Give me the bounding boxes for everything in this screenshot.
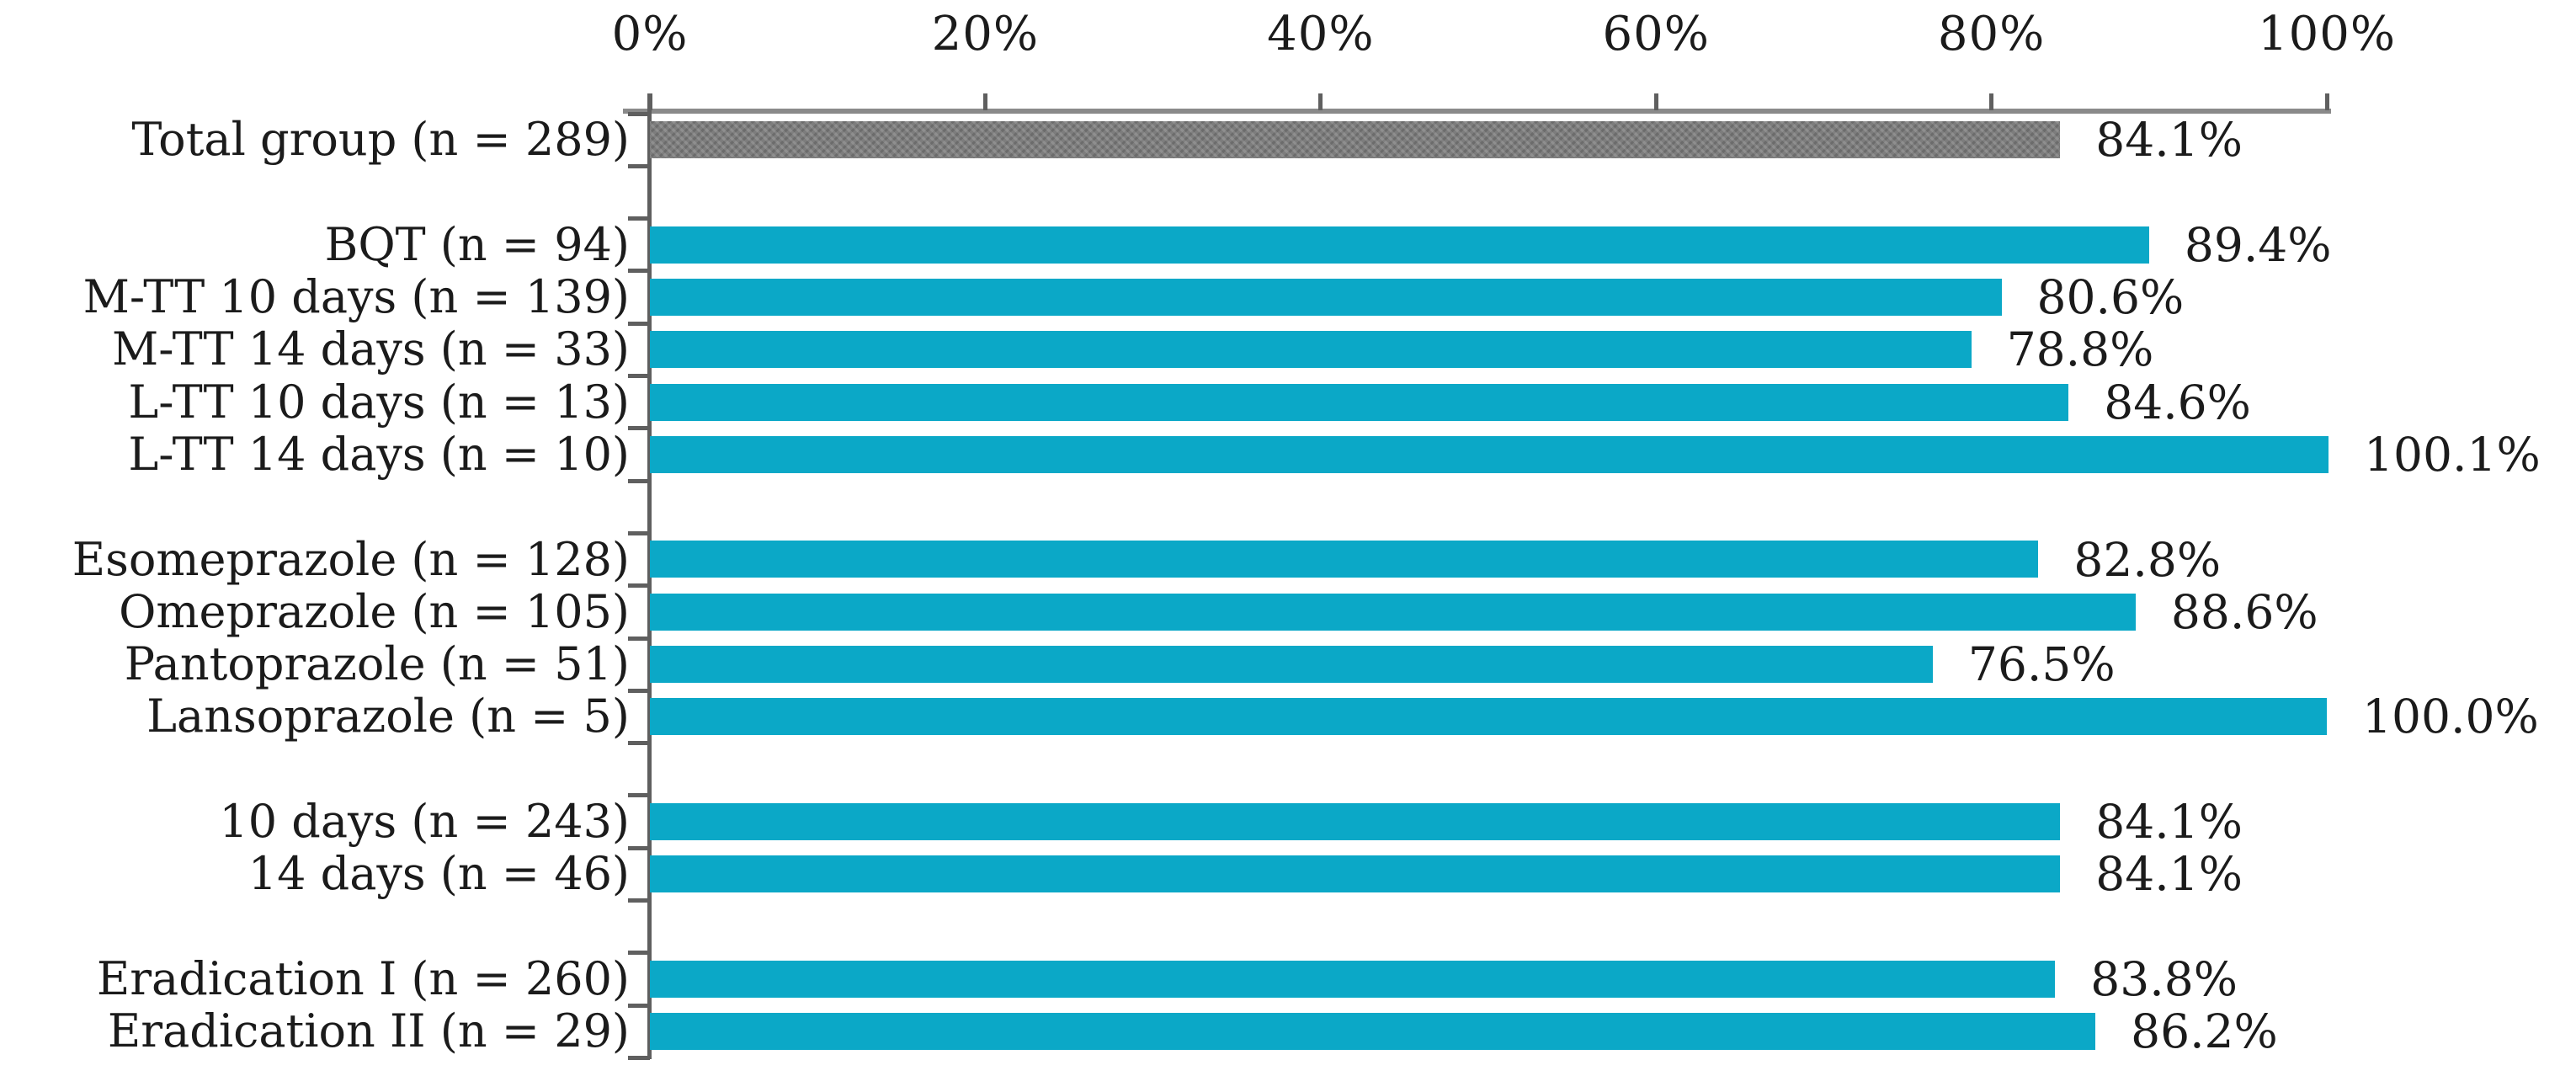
bar [650, 383, 2069, 421]
y-axis-tick [628, 845, 650, 850]
value-label: 89.4% [2184, 217, 2332, 272]
y-axis-tick [628, 898, 650, 903]
value-label: 84.6% [2104, 375, 2251, 429]
x-axis-line [623, 109, 2331, 114]
bar [650, 593, 2136, 631]
y-axis-tick [628, 951, 650, 956]
y-axis-tick [628, 111, 650, 116]
value-label: 86.2% [2131, 1004, 2278, 1059]
category-label: M-TT 14 days (n = 33) [111, 322, 630, 376]
bar [650, 331, 1972, 369]
value-label: 84.1% [2095, 795, 2243, 850]
x-axis-tick-label: 60% [1602, 7, 1710, 61]
y-axis-tick [628, 426, 650, 431]
y-axis-tick [628, 1003, 650, 1008]
x-axis-tick-label: 20% [931, 7, 1040, 61]
value-label: 76.5% [1967, 637, 2116, 692]
y-axis-tick [628, 374, 650, 378]
x-axis-tick [1318, 93, 1323, 110]
value-label: 84.1% [2095, 847, 2243, 902]
y-axis-tick [628, 1055, 650, 1060]
y-axis-tick [628, 741, 650, 746]
y-axis-tick [628, 269, 650, 274]
category-label: Esomeprazole (n = 128) [72, 532, 630, 586]
bar [650, 435, 2329, 473]
bar [650, 698, 2327, 736]
bar [650, 121, 2061, 158]
category-label: L-TT 10 days (n = 13) [128, 375, 630, 429]
bar [650, 960, 2056, 998]
y-axis-tick [628, 793, 650, 798]
value-label: 100.1% [2363, 427, 2541, 482]
y-axis-tick [628, 163, 650, 168]
value-label: 78.8% [2006, 322, 2154, 377]
category-label: Eradication II (n = 29) [107, 1004, 630, 1058]
bar [650, 855, 2061, 893]
y-axis-tick [628, 688, 650, 693]
category-label: Total group (n = 289) [131, 113, 630, 167]
bar [650, 278, 2002, 316]
category-label: Lansoprazole (n = 5) [146, 690, 630, 743]
y-axis-tick [628, 321, 650, 326]
bar [650, 802, 2061, 840]
value-label: 80.6% [2036, 270, 2185, 325]
y-axis-tick [628, 583, 650, 589]
value-label: 84.1% [2095, 113, 2243, 168]
x-axis-tick [1653, 93, 1658, 110]
x-axis-tick [2324, 93, 2329, 110]
category-label: L-TT 14 days (n = 10) [128, 427, 630, 481]
category-label: Pantoprazole (n = 51) [124, 637, 630, 691]
x-axis-tick [982, 93, 987, 110]
category-label: 14 days (n = 46) [247, 847, 630, 901]
bar [650, 646, 1933, 683]
x-axis-tick-label: 0% [611, 7, 689, 61]
y-axis-tick [628, 216, 650, 221]
category-label: Eradication I (n = 260) [96, 951, 630, 1005]
x-axis-tick-label: 100% [2257, 7, 2397, 61]
value-label: 83.8% [2090, 951, 2238, 1006]
y-axis-tick [628, 530, 650, 535]
x-axis-tick-label: 80% [1937, 7, 2046, 61]
y-axis-tick [628, 636, 650, 641]
y-axis-tick [628, 478, 650, 483]
y-axis-line [647, 93, 652, 1059]
bar [650, 541, 2039, 578]
value-label: 82.8% [2073, 532, 2222, 587]
x-axis-tick [1989, 93, 1994, 110]
x-axis-tick-label: 40% [1267, 7, 1375, 61]
category-label: M-TT 10 days (n = 139) [82, 270, 630, 324]
bar [650, 226, 2149, 264]
value-label: 100.0% [2362, 690, 2539, 744]
category-label: 10 days (n = 243) [219, 795, 630, 849]
x-axis-tick [647, 93, 652, 110]
value-label: 88.6% [2170, 584, 2318, 639]
category-label: Omeprazole (n = 105) [119, 584, 630, 638]
bar [650, 1013, 2096, 1051]
category-label: BQT (n = 94) [324, 217, 630, 271]
